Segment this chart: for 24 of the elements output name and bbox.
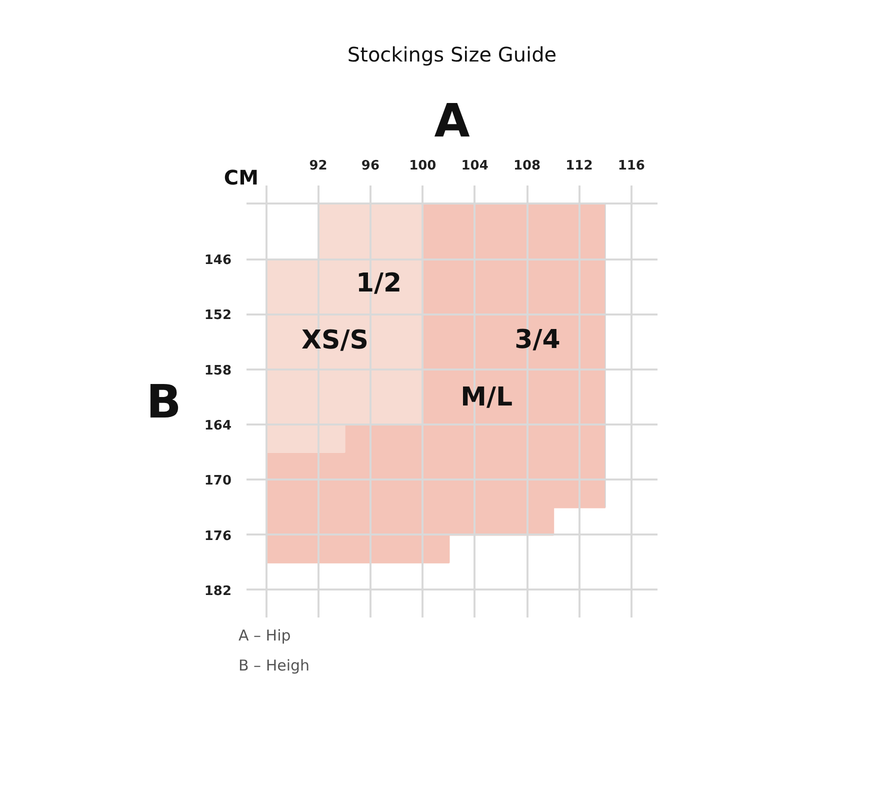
x-tick-label: 108 [513, 158, 541, 174]
y-axis-title: B [146, 374, 182, 428]
y-tick-label: 158 [204, 363, 232, 378]
y-tick-label: 164 [204, 418, 232, 434]
text: A – Hip [238, 626, 291, 644]
annotation: 3/4 [514, 325, 560, 356]
annotation: CM [224, 166, 259, 190]
annotation: M/L [460, 382, 513, 412]
y-tick-label: 182 [204, 584, 232, 599]
y-tick-label: 146 [204, 253, 232, 268]
x-tick-label: 112 [566, 158, 593, 174]
y-tick-label: 152 [204, 308, 232, 324]
x-tick-label: 100 [409, 158, 436, 174]
x-axis-title: A [434, 94, 470, 148]
x-tick-label: 104 [461, 158, 488, 174]
x-tick-label: 96 [361, 158, 380, 174]
y-tick-label: 170 [204, 474, 232, 489]
x-tick-label: 92 [309, 158, 328, 174]
text: B – Heigh [238, 656, 310, 674]
chart-title: Stockings Size Guide [347, 42, 557, 66]
annotation: 1/2 [356, 268, 402, 298]
annotation: XS/S [301, 325, 368, 356]
y-tick-label: 176 [204, 528, 232, 544]
x-tick-label: 116 [618, 158, 645, 174]
